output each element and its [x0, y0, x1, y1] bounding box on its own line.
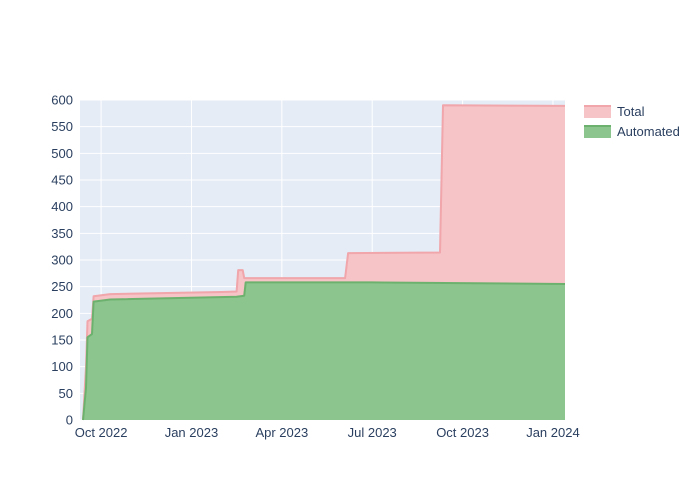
y-tick-label: 350	[51, 226, 73, 241]
x-tick-label: Jan 2024	[526, 425, 580, 440]
y-tick-label: 550	[51, 119, 73, 134]
y-tick-label: 150	[51, 333, 73, 348]
x-tick-label: Apr 2023	[255, 425, 308, 440]
legend-label-total: Total	[617, 104, 645, 119]
y-tick-label: 0	[66, 413, 73, 428]
legend-item-total[interactable]: Total	[584, 104, 680, 119]
y-tick-label: 400	[51, 199, 73, 214]
area-automated	[83, 282, 565, 420]
legend-swatch-total	[584, 105, 611, 118]
legend-label-automated: Automated	[617, 124, 680, 139]
x-tick-label: Oct 2023	[436, 425, 489, 440]
y-tick-label: 500	[51, 146, 73, 161]
x-tick-label: Jul 2023	[348, 425, 397, 440]
x-tick-label: Oct 2022	[75, 425, 128, 440]
legend-item-automated[interactable]: Automated	[584, 124, 680, 139]
line-total	[82, 104, 566, 421]
x-tick-label: Jan 2023	[165, 425, 219, 440]
y-tick-label: 600	[51, 93, 73, 108]
legend-swatch-automated	[584, 125, 611, 138]
y-tick-label: 300	[51, 253, 73, 268]
y-tick-label: 250	[51, 279, 73, 294]
y-tick-label: 450	[51, 173, 73, 188]
y-tick-label: 200	[51, 306, 73, 321]
line-automated	[82, 281, 566, 421]
legend: Total Automated	[584, 104, 680, 139]
y-tick-label: 50	[59, 386, 73, 401]
y-tick-label: 100	[51, 359, 73, 374]
